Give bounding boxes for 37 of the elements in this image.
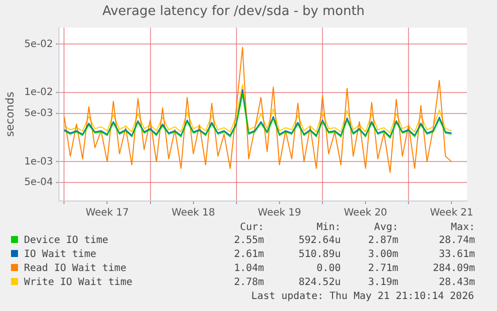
text: 3.00m: [367, 248, 398, 262]
y-tick-label: 1e-03: [24, 156, 54, 168]
text: 28.74m: [438, 234, 475, 248]
legend-label: Write IO Wait time: [23, 276, 134, 290]
text: 2.71m: [367, 262, 398, 276]
text: 33.61m: [438, 248, 475, 262]
x-tick-label: Week 18: [172, 208, 215, 219]
text: 3.19m: [367, 276, 398, 290]
legend-label: Read IO Wait time: [23, 262, 128, 276]
text: 2.55m: [232, 234, 264, 248]
y-axis-title: seconds: [3, 92, 16, 137]
text: Last update: Thu May 21 21:10:14 2026: [250, 290, 475, 304]
x-tick-label: Week 19: [258, 208, 302, 219]
y-tick-label: 5e-03: [24, 108, 54, 119]
legend-label: Device IO time: [23, 234, 110, 248]
text: 0.00: [316, 262, 341, 276]
text: Min:: [316, 222, 341, 234]
text: 2.87m: [367, 234, 398, 248]
text: 592.64u: [298, 234, 341, 248]
text: 284.09m: [432, 262, 475, 276]
text: 1.04m: [232, 262, 264, 276]
x-tick-label: Week 21: [430, 208, 474, 219]
text: Cur:: [238, 222, 264, 234]
chart-title: Average latency for /dev/sda - by month: [102, 4, 365, 20]
text: Max:: [450, 222, 475, 234]
text: 2.61m: [232, 248, 264, 262]
y-tick-label: 1e-02: [24, 87, 54, 98]
legend-label: IO Wait time: [23, 248, 98, 262]
text: 510.89u: [298, 248, 341, 262]
x-tick-label: Week 20: [344, 208, 388, 219]
text: 2.78m: [232, 276, 264, 290]
text: 28.43m: [438, 276, 475, 290]
text: Avg:: [373, 222, 398, 234]
x-tick-label: Week 17: [86, 208, 129, 219]
y-tick-label: 5e-02: [24, 38, 54, 50]
text: 824.52u: [298, 276, 341, 290]
y-tick-label: 5e-04: [24, 177, 54, 188]
